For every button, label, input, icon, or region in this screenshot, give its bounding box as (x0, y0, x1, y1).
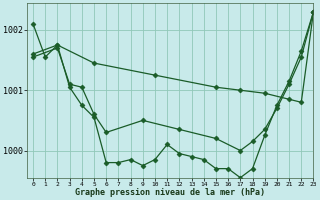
X-axis label: Graphe pression niveau de la mer (hPa): Graphe pression niveau de la mer (hPa) (75, 188, 265, 197)
